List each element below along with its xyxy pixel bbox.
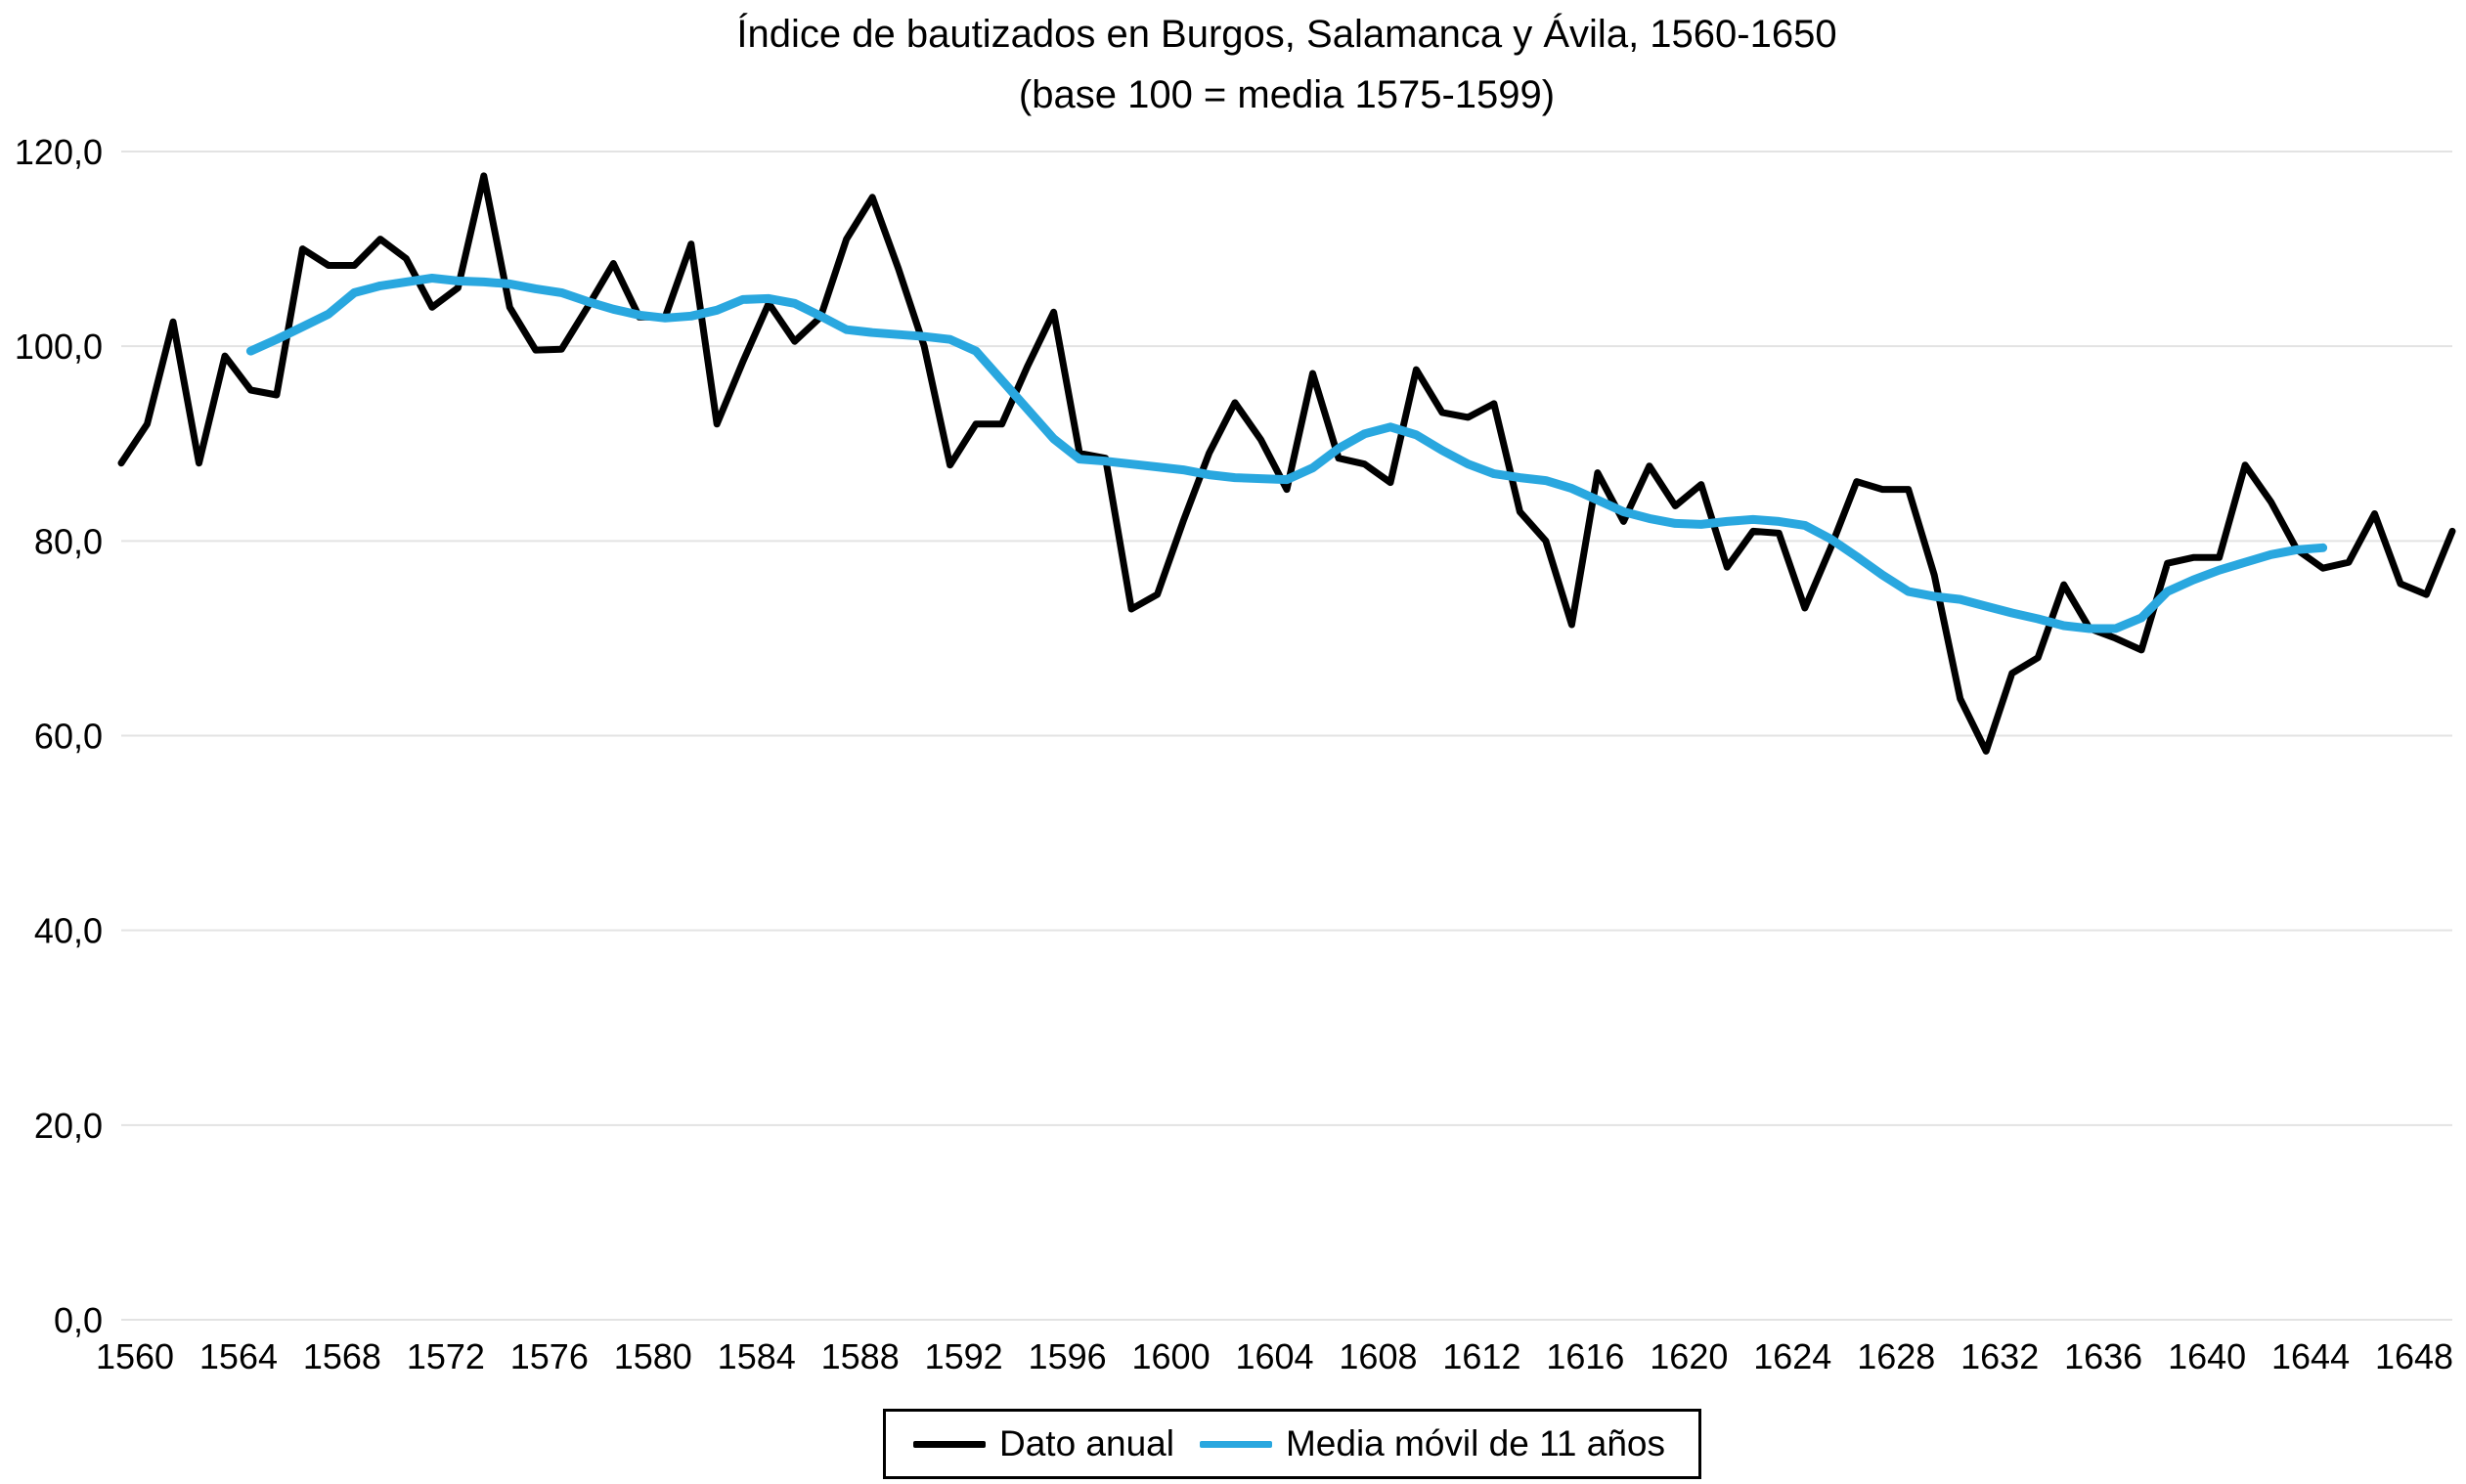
annual-line-swatch-icon — [913, 1440, 986, 1448]
chart-legend: Dato anual Media móvil de 11 años — [883, 1409, 1701, 1479]
x-tick-label: 1572 — [407, 1336, 485, 1376]
y-tick-label: 120,0 — [15, 132, 103, 172]
x-tick-label: 1584 — [718, 1336, 796, 1376]
chart-title-block: Índice de bautizados en Burgos, Salamanc… — [121, 4, 2452, 125]
x-tick-label: 1640 — [2168, 1336, 2246, 1376]
x-tick-label: 1600 — [1132, 1336, 1211, 1376]
x-tick-label: 1608 — [1339, 1336, 1417, 1376]
y-tick-label: 60,0 — [34, 717, 103, 757]
chart-subtitle: (base 100 = media 1575-1599) — [1018, 73, 1556, 116]
series-line-moving-average — [245, 274, 2328, 633]
x-tick-label: 1596 — [1029, 1336, 1107, 1376]
y-tick-label: 100,0 — [15, 327, 103, 367]
x-tick-label: 1636 — [2064, 1336, 2142, 1376]
x-tick-label: 1624 — [1753, 1336, 1831, 1376]
x-tick-label: 1604 — [1235, 1336, 1313, 1376]
x-tick-label: 1616 — [1546, 1336, 1624, 1376]
x-tick-label: 1648 — [2375, 1336, 2453, 1376]
legend-label-annual: Dato anual — [999, 1423, 1174, 1463]
y-tick-label: 20,0 — [34, 1106, 103, 1146]
series-line-annual — [117, 172, 2456, 755]
legend-label-moving-average: Media móvil de 11 años — [1285, 1423, 1665, 1463]
x-tick-label: 1576 — [510, 1336, 589, 1376]
x-tick-label: 1588 — [821, 1336, 900, 1376]
x-tick-label: 1568 — [303, 1336, 381, 1376]
y-tick-label: 80,0 — [34, 521, 103, 561]
x-tick-label: 1564 — [199, 1336, 278, 1376]
x-axis-labels: 1560 1564 1568 1572 1576 1580 1584 1588 1592 1596… — [96, 1336, 2453, 1376]
y-axis-labels: 0,0 20,0 40,0 60,0 80,0 100,0 120,0 — [15, 132, 103, 1340]
legend-item-annual: Dato anual — [913, 1423, 1174, 1464]
y-tick-label: 0,0 — [54, 1300, 103, 1340]
x-tick-label: 1620 — [1650, 1336, 1728, 1376]
gridlines-layer — [121, 151, 2452, 1321]
y-tick-label: 40,0 — [34, 911, 103, 951]
x-tick-label: 1580 — [614, 1336, 692, 1376]
chart-title: Índice de bautizados en Burgos, Salamanc… — [736, 13, 1837, 56]
x-tick-label: 1612 — [1442, 1336, 1520, 1376]
series-layer — [117, 172, 2456, 755]
x-tick-label: 1628 — [1857, 1336, 1935, 1376]
x-tick-label: 1644 — [2271, 1336, 2350, 1376]
x-tick-label: 1560 — [96, 1336, 174, 1376]
moving-average-line-swatch-icon — [1199, 1440, 1272, 1448]
x-tick-label: 1632 — [1960, 1336, 2039, 1376]
x-tick-label: 1592 — [925, 1336, 1003, 1376]
legend-item-moving-average: Media móvil de 11 años — [1199, 1423, 1665, 1464]
